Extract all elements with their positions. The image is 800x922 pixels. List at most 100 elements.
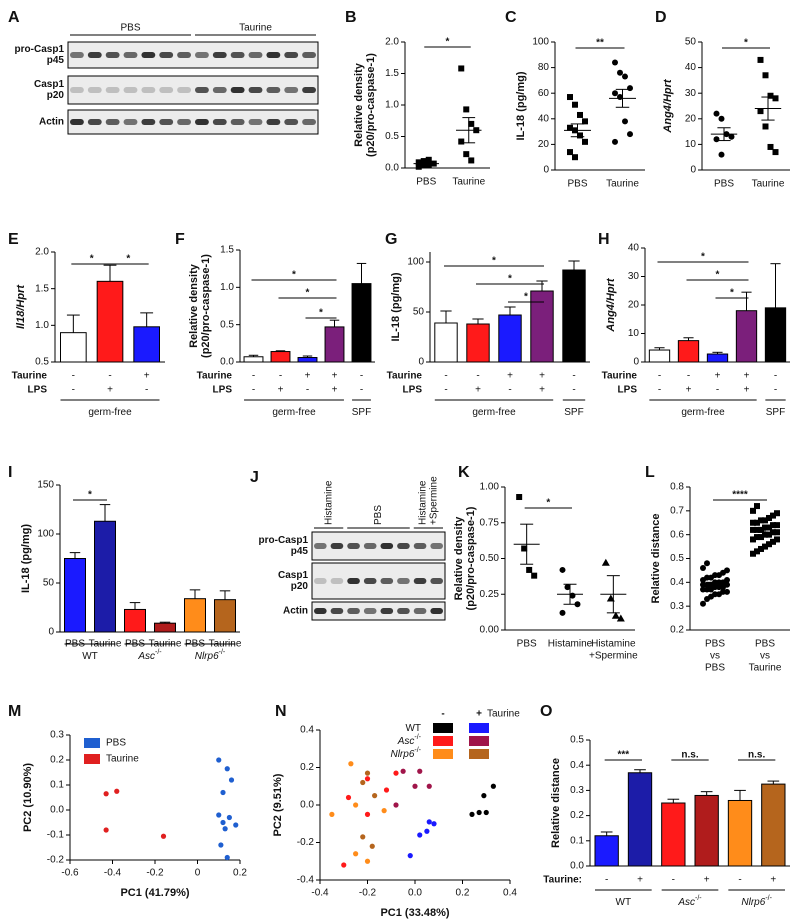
y-axis-label: IL-18 (pg/mg) <box>20 524 32 593</box>
blot-band <box>363 608 377 614</box>
condition-name: LPS <box>213 385 233 396</box>
y-tick-label: 1.0 <box>35 320 49 331</box>
significance-label: * <box>744 38 748 49</box>
significance-label: * <box>546 498 550 509</box>
group-label: germ-free <box>272 407 316 418</box>
data-point <box>574 601 581 608</box>
blot-group-label: +Spermine <box>429 476 440 525</box>
y-tick-label: 50 <box>685 37 697 48</box>
data-point <box>348 761 354 767</box>
legend-label: Taurine <box>106 754 139 765</box>
data-point <box>567 94 573 101</box>
data-point <box>762 72 769 79</box>
legend-swatch <box>469 723 489 733</box>
data-point <box>750 519 756 526</box>
y-axis-label: (p20/pro-caspase-1) <box>200 254 212 358</box>
data-point <box>757 108 764 115</box>
condition-name: Taurine <box>197 371 233 382</box>
blot-band <box>347 543 360 549</box>
y-tick-label: 0.1 <box>50 780 64 791</box>
data-point <box>400 768 406 774</box>
condition-value: - <box>72 371 75 382</box>
y-tick-label: 0.8 <box>670 482 684 493</box>
data-point <box>216 757 222 763</box>
group-name: Nlrp6 <box>195 651 219 662</box>
condition-value: + <box>770 875 776 886</box>
condition-value: + <box>475 385 481 396</box>
data-point <box>582 118 588 125</box>
condition-value: - <box>687 371 690 382</box>
bar <box>297 357 318 363</box>
y-axis-label: PC2 (10.90%) <box>22 763 34 832</box>
blot-band <box>314 543 327 549</box>
legend-swatch <box>433 749 453 759</box>
x-tick-label: Histamine <box>591 639 636 650</box>
blot-band <box>302 119 316 125</box>
data-point <box>774 529 780 536</box>
y-tick-label: 0.00 <box>480 625 500 636</box>
blot-row-label: Casp1 <box>34 79 64 90</box>
blot-band <box>195 52 209 58</box>
data-point <box>222 826 228 832</box>
y-axis-label: Ang4/Hprt <box>605 277 617 333</box>
y-tick-label: 0.75 <box>480 517 500 528</box>
condition-value: - <box>572 385 575 396</box>
y-tick-label: 1.00 <box>480 482 500 493</box>
y-tick-label: 20 <box>685 113 697 124</box>
blot-row-label: Casp1 <box>278 570 308 581</box>
bar <box>627 772 653 867</box>
bar <box>184 598 206 633</box>
data-point <box>521 545 528 552</box>
data-point <box>758 545 764 552</box>
x-tick-label: PBS <box>714 179 734 190</box>
blot-band <box>159 119 174 125</box>
group-sup: -/- <box>414 734 421 741</box>
y-tick-label: 2.0 <box>385 37 399 48</box>
blot-band <box>380 608 394 614</box>
bar <box>764 307 787 363</box>
group-label: Asc-/- <box>677 895 702 908</box>
x-tick-label: PBS <box>705 663 725 674</box>
data-point <box>531 572 538 579</box>
blot-band <box>347 578 360 584</box>
blot-band <box>413 543 427 549</box>
condition-value: - <box>108 371 111 382</box>
y-axis-label: Relative distance <box>550 758 562 848</box>
data-point <box>360 834 366 840</box>
y-tick-label: 0.7 <box>670 505 684 516</box>
data-point <box>622 118 628 125</box>
bar <box>64 558 86 633</box>
x-tick-label: Histamine <box>548 639 593 650</box>
data-point <box>567 149 573 156</box>
data-point <box>724 588 730 595</box>
bar <box>214 599 236 633</box>
y-tick-label: 0 <box>418 357 424 368</box>
y-tick-label: 10 <box>628 328 640 339</box>
data-point <box>750 507 756 514</box>
data-point <box>754 548 760 555</box>
data-point <box>425 161 432 168</box>
data-point <box>762 543 768 550</box>
legend-swatch <box>469 736 489 746</box>
x-tick-label: -0.4 <box>311 888 329 899</box>
data-point <box>476 809 482 816</box>
group-sup: -/- <box>414 747 421 754</box>
blot-band <box>70 52 84 58</box>
significance-label: * <box>126 254 130 265</box>
panel-letter: L <box>645 464 655 481</box>
significance-label: * <box>508 274 512 285</box>
blot-band <box>159 52 174 58</box>
data-point <box>103 791 109 797</box>
blot-band <box>380 578 394 584</box>
y-tick-label: -0.1 <box>47 830 65 841</box>
y-axis-label: IL-18 (pg/mg) <box>515 71 527 140</box>
data-point <box>612 90 618 97</box>
y-tick-label: 1.5 <box>220 245 234 256</box>
condition-value: - <box>476 371 479 382</box>
data-point <box>766 541 772 548</box>
data-point <box>468 157 475 164</box>
y-tick-label: -0.2 <box>297 837 315 848</box>
bar <box>727 799 753 867</box>
y-tick-label: 100 <box>532 37 549 48</box>
